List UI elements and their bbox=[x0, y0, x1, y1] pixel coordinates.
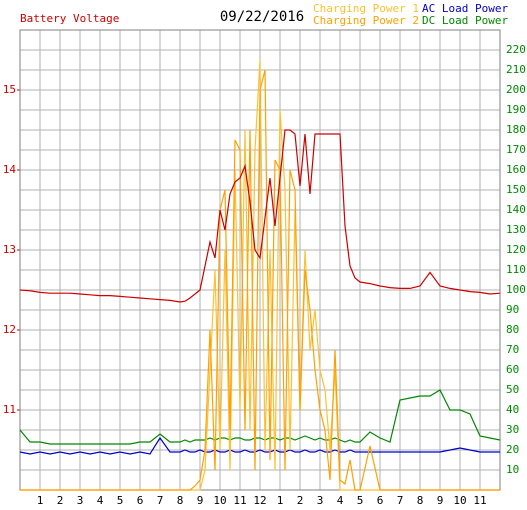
x-tick-label: 10 bbox=[213, 494, 226, 507]
y2-tick-label: 80 bbox=[506, 323, 519, 336]
legend-label: Charging Power 1 bbox=[313, 2, 419, 15]
series-line bbox=[19, 436, 500, 455]
y2-tick-label: 40 bbox=[506, 403, 519, 416]
x-tick-label: 1 bbox=[277, 494, 284, 507]
y2-tick-label: 130 bbox=[506, 223, 526, 236]
legend-label: Battery Voltage bbox=[20, 12, 119, 25]
y-tick-label: 15 bbox=[3, 83, 16, 96]
y2-tick-label: 180 bbox=[506, 123, 526, 136]
y2-tick-label: 220 bbox=[506, 43, 526, 56]
y2-tick-label: 70 bbox=[506, 343, 519, 356]
x-tick-label: 2 bbox=[57, 494, 64, 507]
y2-tick-label: 140 bbox=[506, 203, 526, 216]
x-tick-label: 9 bbox=[197, 494, 204, 507]
legend-label: Charging Power 2 bbox=[313, 14, 419, 27]
y-tick-label: 11 bbox=[3, 403, 16, 416]
y2-tick-label: 60 bbox=[506, 363, 519, 376]
x-tick-label: 4 bbox=[97, 494, 104, 507]
y2-tick-label: 110 bbox=[506, 263, 526, 276]
series-line bbox=[19, 129, 501, 303]
x-tick-label: 11 bbox=[473, 494, 486, 507]
x-tick-label: 2 bbox=[297, 494, 304, 507]
x-tick-label: 6 bbox=[137, 494, 144, 507]
plot-border bbox=[19, 29, 501, 491]
y2-tick-label: 170 bbox=[506, 143, 526, 156]
y-tick-label: 13 bbox=[3, 243, 16, 256]
x-tick-label: 7 bbox=[397, 494, 404, 507]
y2-tick-label: 100 bbox=[506, 283, 526, 296]
x-tick-label: 12 bbox=[253, 494, 266, 507]
x-tick-label: 11 bbox=[233, 494, 246, 507]
x-tick-label: 8 bbox=[417, 494, 424, 507]
chart-title: 09/22/2016 bbox=[220, 9, 304, 25]
y2-tick-label: 50 bbox=[506, 383, 519, 396]
x-tick-label: 7 bbox=[157, 494, 164, 507]
series-line bbox=[20, 69, 500, 491]
x-tick-label: 1 bbox=[37, 494, 44, 507]
y2-tick-label: 200 bbox=[506, 83, 526, 96]
y-tick-label: 14 bbox=[3, 163, 17, 176]
y-tick-label: 12 bbox=[3, 323, 16, 336]
y2-tick-label: 20 bbox=[506, 443, 519, 456]
x-tick-label: 10 bbox=[453, 494, 466, 507]
x-tick-label: 4 bbox=[337, 494, 344, 507]
x-tick-label: 8 bbox=[177, 494, 184, 507]
y2-tick-label: 10 bbox=[506, 463, 519, 476]
y2-tick-label: 90 bbox=[506, 303, 519, 316]
x-tick-label: 6 bbox=[377, 494, 384, 507]
y2-tick-label: 150 bbox=[506, 183, 526, 196]
x-tick-label: 3 bbox=[317, 494, 324, 507]
y2-tick-label: 30 bbox=[506, 423, 519, 436]
legend-label: AC Load Power bbox=[422, 2, 508, 15]
x-tick-label: 9 bbox=[437, 494, 444, 507]
x-tick-label: 5 bbox=[357, 494, 364, 507]
x-tick-label: 3 bbox=[77, 494, 84, 507]
y2-tick-label: 160 bbox=[506, 163, 526, 176]
legend-label: DC Load Power bbox=[422, 14, 508, 27]
y2-tick-label: 120 bbox=[506, 243, 526, 256]
y2-tick-label: 210 bbox=[506, 63, 526, 76]
x-tick-label: 5 bbox=[117, 494, 124, 507]
y2-tick-label: 190 bbox=[506, 103, 526, 116]
